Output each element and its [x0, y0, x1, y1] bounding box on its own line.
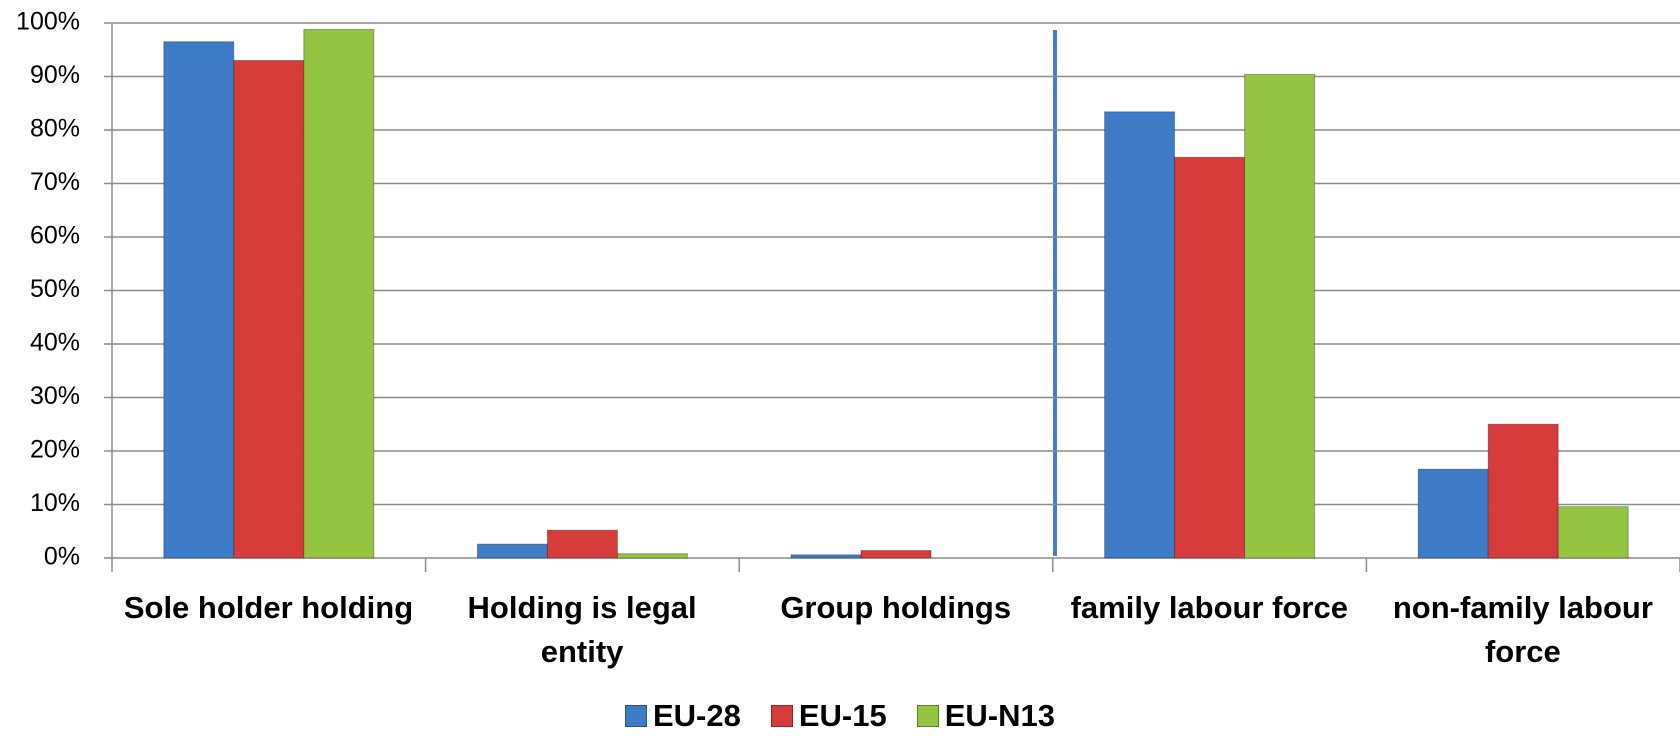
bar [1417, 468, 1489, 559]
y-tick-label: 70% [30, 168, 80, 196]
y-tick-label: 30% [30, 382, 80, 410]
x-tick-label: Holding is legal entity [467, 590, 697, 669]
x-tick-label: Group holdings [780, 590, 1012, 625]
y-tick-label: 10% [30, 489, 80, 517]
bar [790, 554, 862, 559]
bar [163, 41, 235, 559]
bar [1557, 506, 1629, 559]
legend-label: EU-15 [798, 698, 887, 733]
y-tick-label: 0% [44, 543, 80, 571]
bar [476, 543, 548, 559]
legend-item: EU-15 [770, 698, 887, 734]
legend-label: EU-N13 [944, 698, 1055, 733]
legend-swatch [624, 705, 647, 727]
legend: EU-28 EU-15 EU-N13 [0, 698, 1680, 734]
y-tick-label: 90% [30, 61, 80, 89]
bar [1244, 73, 1316, 559]
bar [1487, 423, 1559, 559]
bar [1104, 111, 1176, 559]
bar [303, 28, 375, 559]
x-tick-label: family labour force [1070, 590, 1348, 625]
y-tick-label: 100% [16, 8, 80, 36]
y-tick-label: 80% [30, 115, 80, 143]
bar [233, 59, 305, 559]
y-tick-label: 20% [30, 436, 80, 464]
x-tick-label: non-family labour force [1392, 590, 1653, 669]
x-tick-label: Sole holder holding [123, 590, 414, 625]
y-tick-label: 60% [30, 222, 80, 250]
y-tick-label: 50% [30, 275, 80, 303]
legend-swatch [770, 705, 793, 727]
bar [860, 550, 932, 559]
bar [616, 553, 688, 559]
y-tick-label: 40% [30, 329, 80, 357]
legend-label: EU-28 [652, 698, 741, 733]
bar [546, 529, 618, 559]
legend-item: EU-N13 [916, 698, 1055, 734]
legend-swatch [916, 705, 939, 727]
bar [1174, 156, 1246, 559]
legend-item: EU-28 [624, 698, 741, 734]
